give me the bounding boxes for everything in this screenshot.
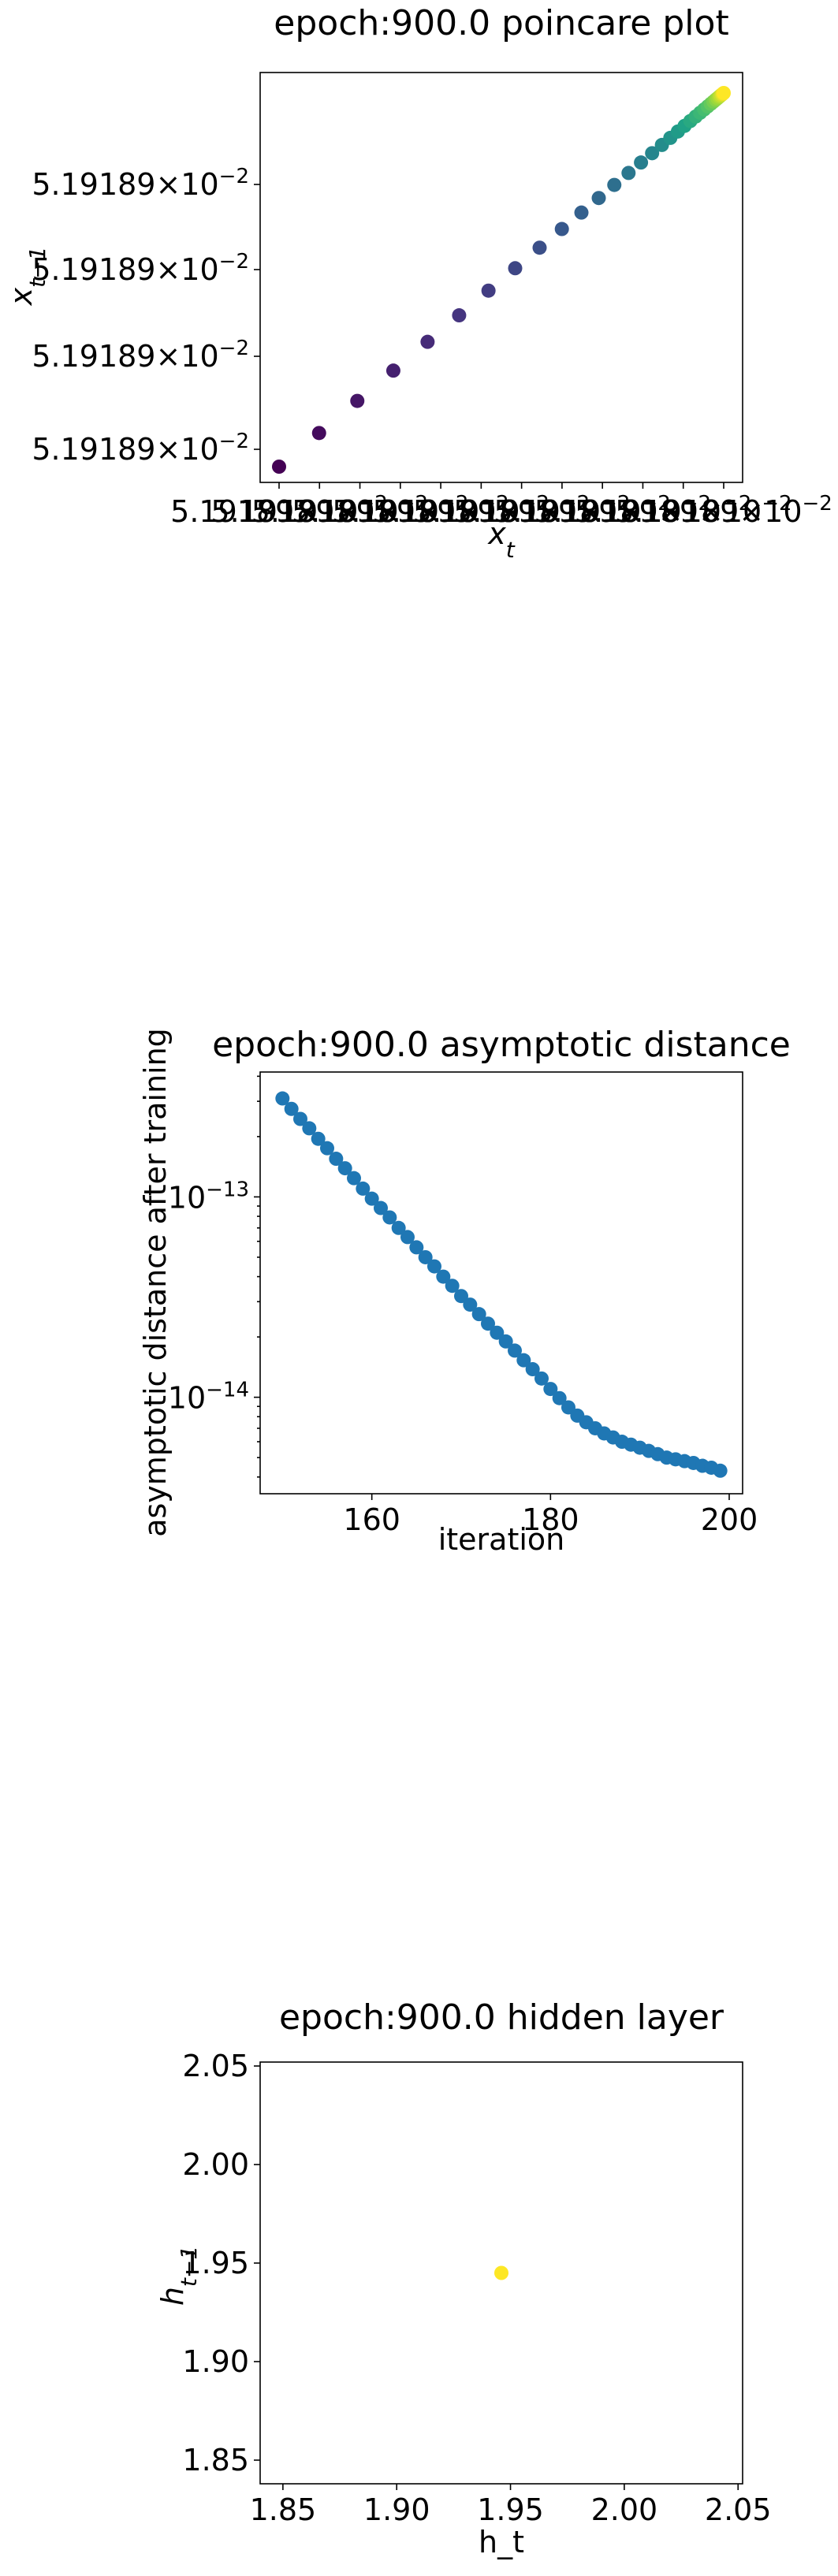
asymptotic-point xyxy=(543,1382,558,1397)
asymptotic-distance-frame xyxy=(259,1071,743,1495)
hidden-ytick-label: 1.85 xyxy=(182,2443,249,2477)
asymptotic-point xyxy=(275,1091,290,1106)
poincare-point xyxy=(311,426,326,441)
asymptotic-distance-title: epoch:900.0 asymptotic distance xyxy=(212,1025,791,1065)
asymptotic-point xyxy=(311,1131,326,1146)
poincare-xtick-label: 5.19189×10−2 xyxy=(413,492,631,529)
poincare-xtick-label: 5.19189×10−2 xyxy=(332,492,549,529)
asymptotic-point xyxy=(561,1400,575,1415)
poincare-point xyxy=(452,308,467,323)
poincare-xtick-label: 5.19189×10−2 xyxy=(292,492,509,529)
asymptotic-distance-chart: epoch:900.0 asymptotic distance 10−13 10−… xyxy=(138,1025,791,1557)
poincare-plot-frame xyxy=(259,72,743,483)
asymptotic-point xyxy=(391,1220,406,1235)
poincare-point xyxy=(508,261,523,276)
asymptotic-point xyxy=(400,1230,415,1245)
asymptotic-point xyxy=(445,1279,460,1294)
poincare-xtick-label: 5.19189×10−2 xyxy=(210,492,428,529)
asymptotic-point xyxy=(374,1201,388,1215)
poincare-xtick-label: 5.19189×10−2 xyxy=(453,492,671,529)
poincare-ytick-label: 5.19189×10−2 xyxy=(32,250,249,287)
poincare-xtick-label: 5.19189×10−2 xyxy=(493,492,711,529)
poincare-plot-title: epoch:900.0 poincare plot xyxy=(274,3,728,43)
poincare-xtick-label: 5.19189×10−2 xyxy=(575,492,792,529)
poincare-xtick-label: 5.19189×10−2 xyxy=(373,492,590,529)
asymptotic-point xyxy=(409,1240,424,1255)
asymptotic-point xyxy=(293,1111,307,1126)
asymptotic-point xyxy=(302,1121,317,1136)
asymptotic-point xyxy=(552,1390,567,1405)
asymptotic-point xyxy=(427,1259,441,1274)
asymptotic-point xyxy=(320,1141,334,1156)
poincare-point xyxy=(717,86,731,100)
poincare-point xyxy=(621,166,636,181)
asymptotic-point xyxy=(436,1269,451,1284)
asymptotic-point xyxy=(463,1297,478,1312)
poincare-point xyxy=(607,177,622,192)
poincare-point xyxy=(481,283,496,298)
asymptotic-point xyxy=(356,1181,371,1196)
asymptotic-xtick-label: 180 xyxy=(522,1502,579,1537)
asymptotic-xtick-label: 200 xyxy=(701,1502,758,1537)
asymptotic-point xyxy=(382,1210,397,1225)
hidden-ytick-label: 2.00 xyxy=(182,2147,249,2182)
asymptotic-point xyxy=(525,1362,540,1377)
poincare-ytick-label: 5.19189×10−2 xyxy=(32,430,249,467)
poincare-plot-chart: epoch:900.0 poincare plot 5.19189×10−25.… xyxy=(4,3,832,563)
poincare-point xyxy=(554,221,569,236)
poincare-ytick-label: 5.19189×10−2 xyxy=(32,165,249,202)
asymptotic-point xyxy=(454,1289,468,1304)
hidden-xtick-label: 1.90 xyxy=(363,2492,430,2527)
asymptotic-distance-ylabel: asymptotic distance after training xyxy=(138,1028,173,1537)
asymptotic-point xyxy=(364,1191,379,1206)
poincare-xtick-label: 5.19189×10−2 xyxy=(170,492,388,529)
asymptotic-point xyxy=(337,1161,352,1176)
asymptotic-point xyxy=(471,1307,486,1322)
poincare-point xyxy=(645,146,660,161)
poincare-point xyxy=(574,205,589,220)
asymptotic-point xyxy=(418,1249,433,1264)
hidden-ytick-label: 2.05 xyxy=(182,2049,249,2083)
asymptotic-point xyxy=(516,1353,531,1368)
poincare-point xyxy=(420,334,435,349)
asymptotic-point xyxy=(498,1334,513,1349)
poincare-point xyxy=(591,191,606,206)
poincare-plot-ylabel: xt−1 xyxy=(4,247,50,307)
asymptotic-point xyxy=(284,1101,299,1116)
hidden-layer-chart: epoch:900.0 hidden layer 1.85 1.90 1.95 2.0… xyxy=(155,1997,772,2559)
hidden-ytick-label: 1.95 xyxy=(182,2246,249,2280)
hidden-layer-xlabel: h_t xyxy=(479,2525,524,2559)
poincare-point xyxy=(634,155,649,170)
hidden-xtick-label: 1.85 xyxy=(250,2492,317,2527)
poincare-point xyxy=(532,240,547,255)
asymptotic-ytick-label: 10−13 xyxy=(168,1178,249,1215)
asymptotic-point xyxy=(329,1152,344,1167)
asymptotic-point xyxy=(713,1463,728,1478)
poincare-point xyxy=(385,363,400,378)
asymptotic-distance-xlabel: iteration xyxy=(438,1522,565,1557)
asymptotic-ytick-label: 10−14 xyxy=(168,1379,249,1416)
poincare-xtick-label: 5.19189×10−2 xyxy=(615,492,832,529)
poincare-ytick-label: 5.19189×10−2 xyxy=(32,337,249,374)
poincare-point xyxy=(272,460,286,474)
hidden-ytick-label: 1.90 xyxy=(182,2344,249,2379)
hidden-xtick-label: 2.05 xyxy=(705,2492,772,2527)
asymptotic-point xyxy=(534,1371,549,1386)
asymptotic-point xyxy=(347,1171,361,1186)
hidden-xtick-label: 2.00 xyxy=(591,2492,658,2527)
asymptotic-point xyxy=(481,1316,495,1331)
poincare-xtick-label: 5.19189×10−2 xyxy=(534,492,752,529)
poincare-xtick-label: 5.19189×10−2 xyxy=(251,492,469,529)
hidden-layer-point xyxy=(494,2265,508,2280)
asymptotic-point xyxy=(490,1325,505,1340)
asymptotic-xtick-label: 160 xyxy=(343,1502,400,1537)
poincare-point xyxy=(350,393,365,408)
hidden-xtick-label: 1.95 xyxy=(477,2492,544,2527)
asymptotic-point xyxy=(508,1343,522,1358)
hidden-layer-title: epoch:900.0 hidden layer xyxy=(279,1997,724,2038)
hidden-layer-ylabel: ht−1 xyxy=(155,2246,202,2306)
hidden-layer-frame xyxy=(259,2061,743,2485)
